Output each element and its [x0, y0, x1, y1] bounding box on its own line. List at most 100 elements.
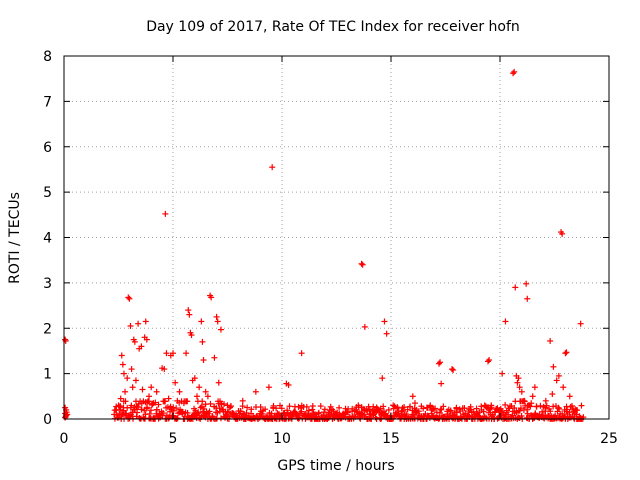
data-point	[270, 404, 277, 411]
data-point	[174, 397, 181, 404]
baseline-point	[447, 407, 454, 414]
baseline-point	[309, 403, 316, 410]
data-point	[165, 395, 172, 402]
baseline-point	[206, 408, 213, 415]
y-tick-label: 1	[43, 367, 52, 383]
data-point	[573, 411, 580, 418]
baseline-point	[248, 406, 255, 413]
data-point	[115, 402, 122, 409]
baseline-point	[524, 410, 531, 417]
data-point	[549, 391, 556, 398]
data-point	[566, 393, 573, 400]
data-point	[185, 307, 192, 314]
data-point	[518, 388, 525, 395]
baseline-point	[483, 414, 490, 421]
data-point	[224, 402, 231, 409]
data-point	[381, 318, 388, 325]
baseline-point	[505, 411, 512, 418]
baseline-point	[225, 408, 232, 415]
data-points	[62, 68, 587, 422]
data-point	[186, 311, 193, 318]
x-tick-label: 15	[382, 431, 400, 447]
data-point	[200, 357, 207, 364]
baseline-point	[539, 408, 546, 415]
baseline-point	[223, 412, 230, 419]
data-point	[333, 411, 340, 418]
baseline-point	[259, 410, 266, 417]
data-point	[358, 260, 365, 267]
x-axis-label: GPS time / hours	[277, 458, 394, 474]
data-point	[488, 402, 495, 409]
data-point	[523, 280, 530, 287]
data-point	[146, 393, 153, 400]
data-point	[553, 377, 560, 384]
data-point	[183, 350, 190, 357]
data-point	[153, 388, 160, 395]
baseline-point	[201, 405, 208, 412]
data-point	[525, 402, 532, 409]
baseline-point	[502, 401, 509, 408]
baseline-point	[220, 401, 227, 408]
baseline-point	[244, 404, 251, 411]
baseline-point	[432, 405, 439, 412]
y-tick-label: 8	[43, 49, 52, 65]
baseline-point	[146, 410, 153, 417]
baseline-point	[321, 406, 328, 413]
data-point	[562, 350, 569, 357]
baseline-point	[487, 405, 494, 412]
data-point	[252, 388, 259, 395]
data-point	[560, 384, 567, 391]
y-tick-label: 2	[43, 321, 52, 337]
baseline-point	[155, 401, 162, 408]
data-point	[449, 366, 456, 373]
y-tick-label: 7	[43, 94, 52, 110]
data-point	[199, 338, 206, 345]
baseline-point	[128, 402, 135, 409]
baseline-point	[162, 398, 169, 405]
baseline-point	[518, 412, 525, 419]
data-point	[355, 402, 362, 409]
data-point	[311, 411, 318, 418]
data-point	[510, 70, 517, 77]
data-point	[132, 377, 139, 384]
x-tick-label: 10	[273, 431, 291, 447]
data-point	[485, 358, 492, 365]
data-point	[409, 393, 416, 400]
baseline-point	[284, 409, 291, 416]
data-point	[180, 400, 187, 407]
data-point	[202, 388, 209, 395]
baseline-point	[190, 412, 197, 419]
data-point	[515, 375, 522, 382]
data-point	[520, 397, 527, 404]
baseline-point	[420, 405, 427, 412]
data-point	[499, 370, 506, 377]
data-point	[126, 295, 133, 302]
baseline-point	[138, 406, 145, 413]
baseline-point	[184, 398, 191, 405]
data-point	[379, 375, 386, 382]
data-point	[128, 366, 135, 373]
data-point	[512, 284, 519, 291]
data-point	[63, 409, 70, 416]
data-point	[359, 261, 366, 268]
data-point	[138, 343, 145, 350]
y-tick-label: 0	[43, 412, 52, 428]
baseline-point	[578, 402, 585, 409]
data-point	[265, 384, 272, 391]
data-point	[217, 326, 224, 333]
data-point	[161, 366, 168, 373]
data-point	[577, 320, 584, 327]
baseline-point	[195, 409, 202, 416]
data-point	[559, 230, 566, 237]
baseline-point	[467, 406, 474, 413]
data-point	[344, 409, 351, 416]
baseline-point	[574, 407, 581, 414]
baseline-point	[227, 403, 234, 410]
data-point	[220, 406, 227, 413]
data-point	[542, 397, 549, 404]
baseline-point	[398, 408, 405, 415]
x-tick-label: 0	[60, 431, 69, 447]
data-point	[122, 388, 129, 395]
data-point	[383, 330, 390, 337]
baseline-point	[415, 408, 422, 415]
